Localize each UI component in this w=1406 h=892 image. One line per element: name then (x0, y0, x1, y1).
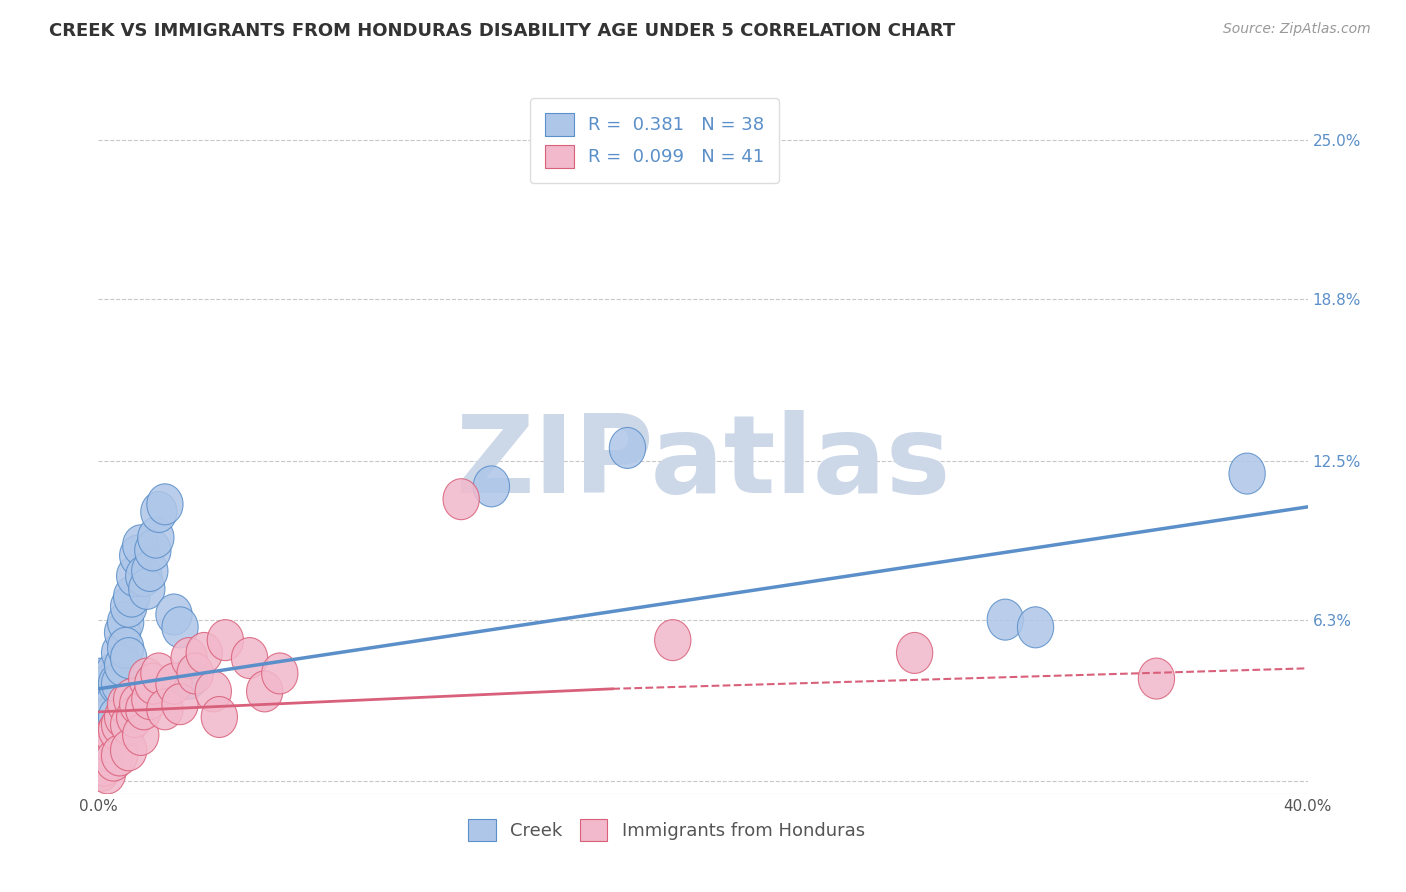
Ellipse shape (655, 620, 690, 661)
Ellipse shape (96, 653, 132, 694)
Ellipse shape (186, 632, 222, 673)
Ellipse shape (111, 638, 146, 679)
Ellipse shape (114, 576, 150, 617)
Ellipse shape (104, 645, 141, 686)
Legend: Creek, Immigrants from Honduras: Creek, Immigrants from Honduras (461, 812, 872, 848)
Ellipse shape (207, 620, 243, 661)
Ellipse shape (98, 709, 135, 750)
Ellipse shape (93, 697, 129, 738)
Ellipse shape (129, 568, 165, 609)
Ellipse shape (474, 466, 509, 507)
Ellipse shape (101, 704, 138, 745)
Ellipse shape (111, 730, 146, 771)
Ellipse shape (135, 663, 172, 704)
Ellipse shape (987, 599, 1024, 640)
Ellipse shape (111, 704, 146, 745)
Ellipse shape (162, 683, 198, 724)
Ellipse shape (146, 483, 183, 524)
Ellipse shape (83, 735, 120, 776)
Ellipse shape (104, 612, 141, 653)
Ellipse shape (107, 602, 143, 643)
Ellipse shape (111, 586, 146, 627)
Ellipse shape (96, 740, 132, 781)
Ellipse shape (117, 697, 153, 738)
Ellipse shape (897, 632, 932, 673)
Ellipse shape (93, 723, 129, 764)
Ellipse shape (135, 530, 172, 571)
Ellipse shape (98, 663, 135, 704)
Ellipse shape (125, 556, 162, 597)
Ellipse shape (132, 550, 167, 591)
Ellipse shape (141, 653, 177, 694)
Ellipse shape (90, 689, 125, 730)
Ellipse shape (117, 556, 153, 597)
Ellipse shape (86, 723, 122, 764)
Ellipse shape (96, 714, 132, 756)
Ellipse shape (1018, 607, 1053, 648)
Ellipse shape (107, 627, 143, 668)
Ellipse shape (101, 735, 138, 776)
Ellipse shape (146, 689, 183, 730)
Ellipse shape (120, 535, 156, 576)
Ellipse shape (90, 753, 125, 794)
Ellipse shape (122, 714, 159, 756)
Ellipse shape (107, 683, 143, 724)
Ellipse shape (120, 683, 156, 724)
Ellipse shape (177, 653, 214, 694)
Ellipse shape (86, 745, 122, 786)
Ellipse shape (156, 663, 193, 704)
Ellipse shape (96, 683, 132, 724)
Ellipse shape (172, 638, 207, 679)
Text: Source: ZipAtlas.com: Source: ZipAtlas.com (1223, 22, 1371, 37)
Ellipse shape (86, 679, 122, 720)
Ellipse shape (232, 638, 267, 679)
Ellipse shape (1229, 453, 1265, 494)
Ellipse shape (156, 594, 193, 635)
Ellipse shape (195, 671, 232, 712)
Ellipse shape (246, 671, 283, 712)
Ellipse shape (132, 679, 167, 720)
Ellipse shape (443, 479, 479, 520)
Ellipse shape (86, 704, 122, 745)
Ellipse shape (129, 658, 165, 699)
Ellipse shape (90, 714, 125, 756)
Text: CREEK VS IMMIGRANTS FROM HONDURAS DISABILITY AGE UNDER 5 CORRELATION CHART: CREEK VS IMMIGRANTS FROM HONDURAS DISABI… (49, 22, 956, 40)
Ellipse shape (114, 679, 150, 720)
Ellipse shape (162, 607, 198, 648)
Ellipse shape (101, 663, 138, 704)
Ellipse shape (90, 730, 125, 771)
Ellipse shape (201, 697, 238, 738)
Ellipse shape (609, 427, 645, 468)
Ellipse shape (122, 524, 159, 566)
Ellipse shape (1139, 658, 1174, 699)
Ellipse shape (141, 491, 177, 533)
Ellipse shape (104, 697, 141, 738)
Ellipse shape (172, 658, 207, 699)
Ellipse shape (262, 653, 298, 694)
Ellipse shape (138, 517, 174, 558)
Ellipse shape (83, 750, 120, 791)
Ellipse shape (93, 663, 129, 704)
Ellipse shape (125, 689, 162, 730)
Ellipse shape (98, 697, 135, 738)
Ellipse shape (83, 658, 120, 699)
Ellipse shape (101, 632, 138, 673)
Text: ZIPatlas: ZIPatlas (456, 409, 950, 516)
